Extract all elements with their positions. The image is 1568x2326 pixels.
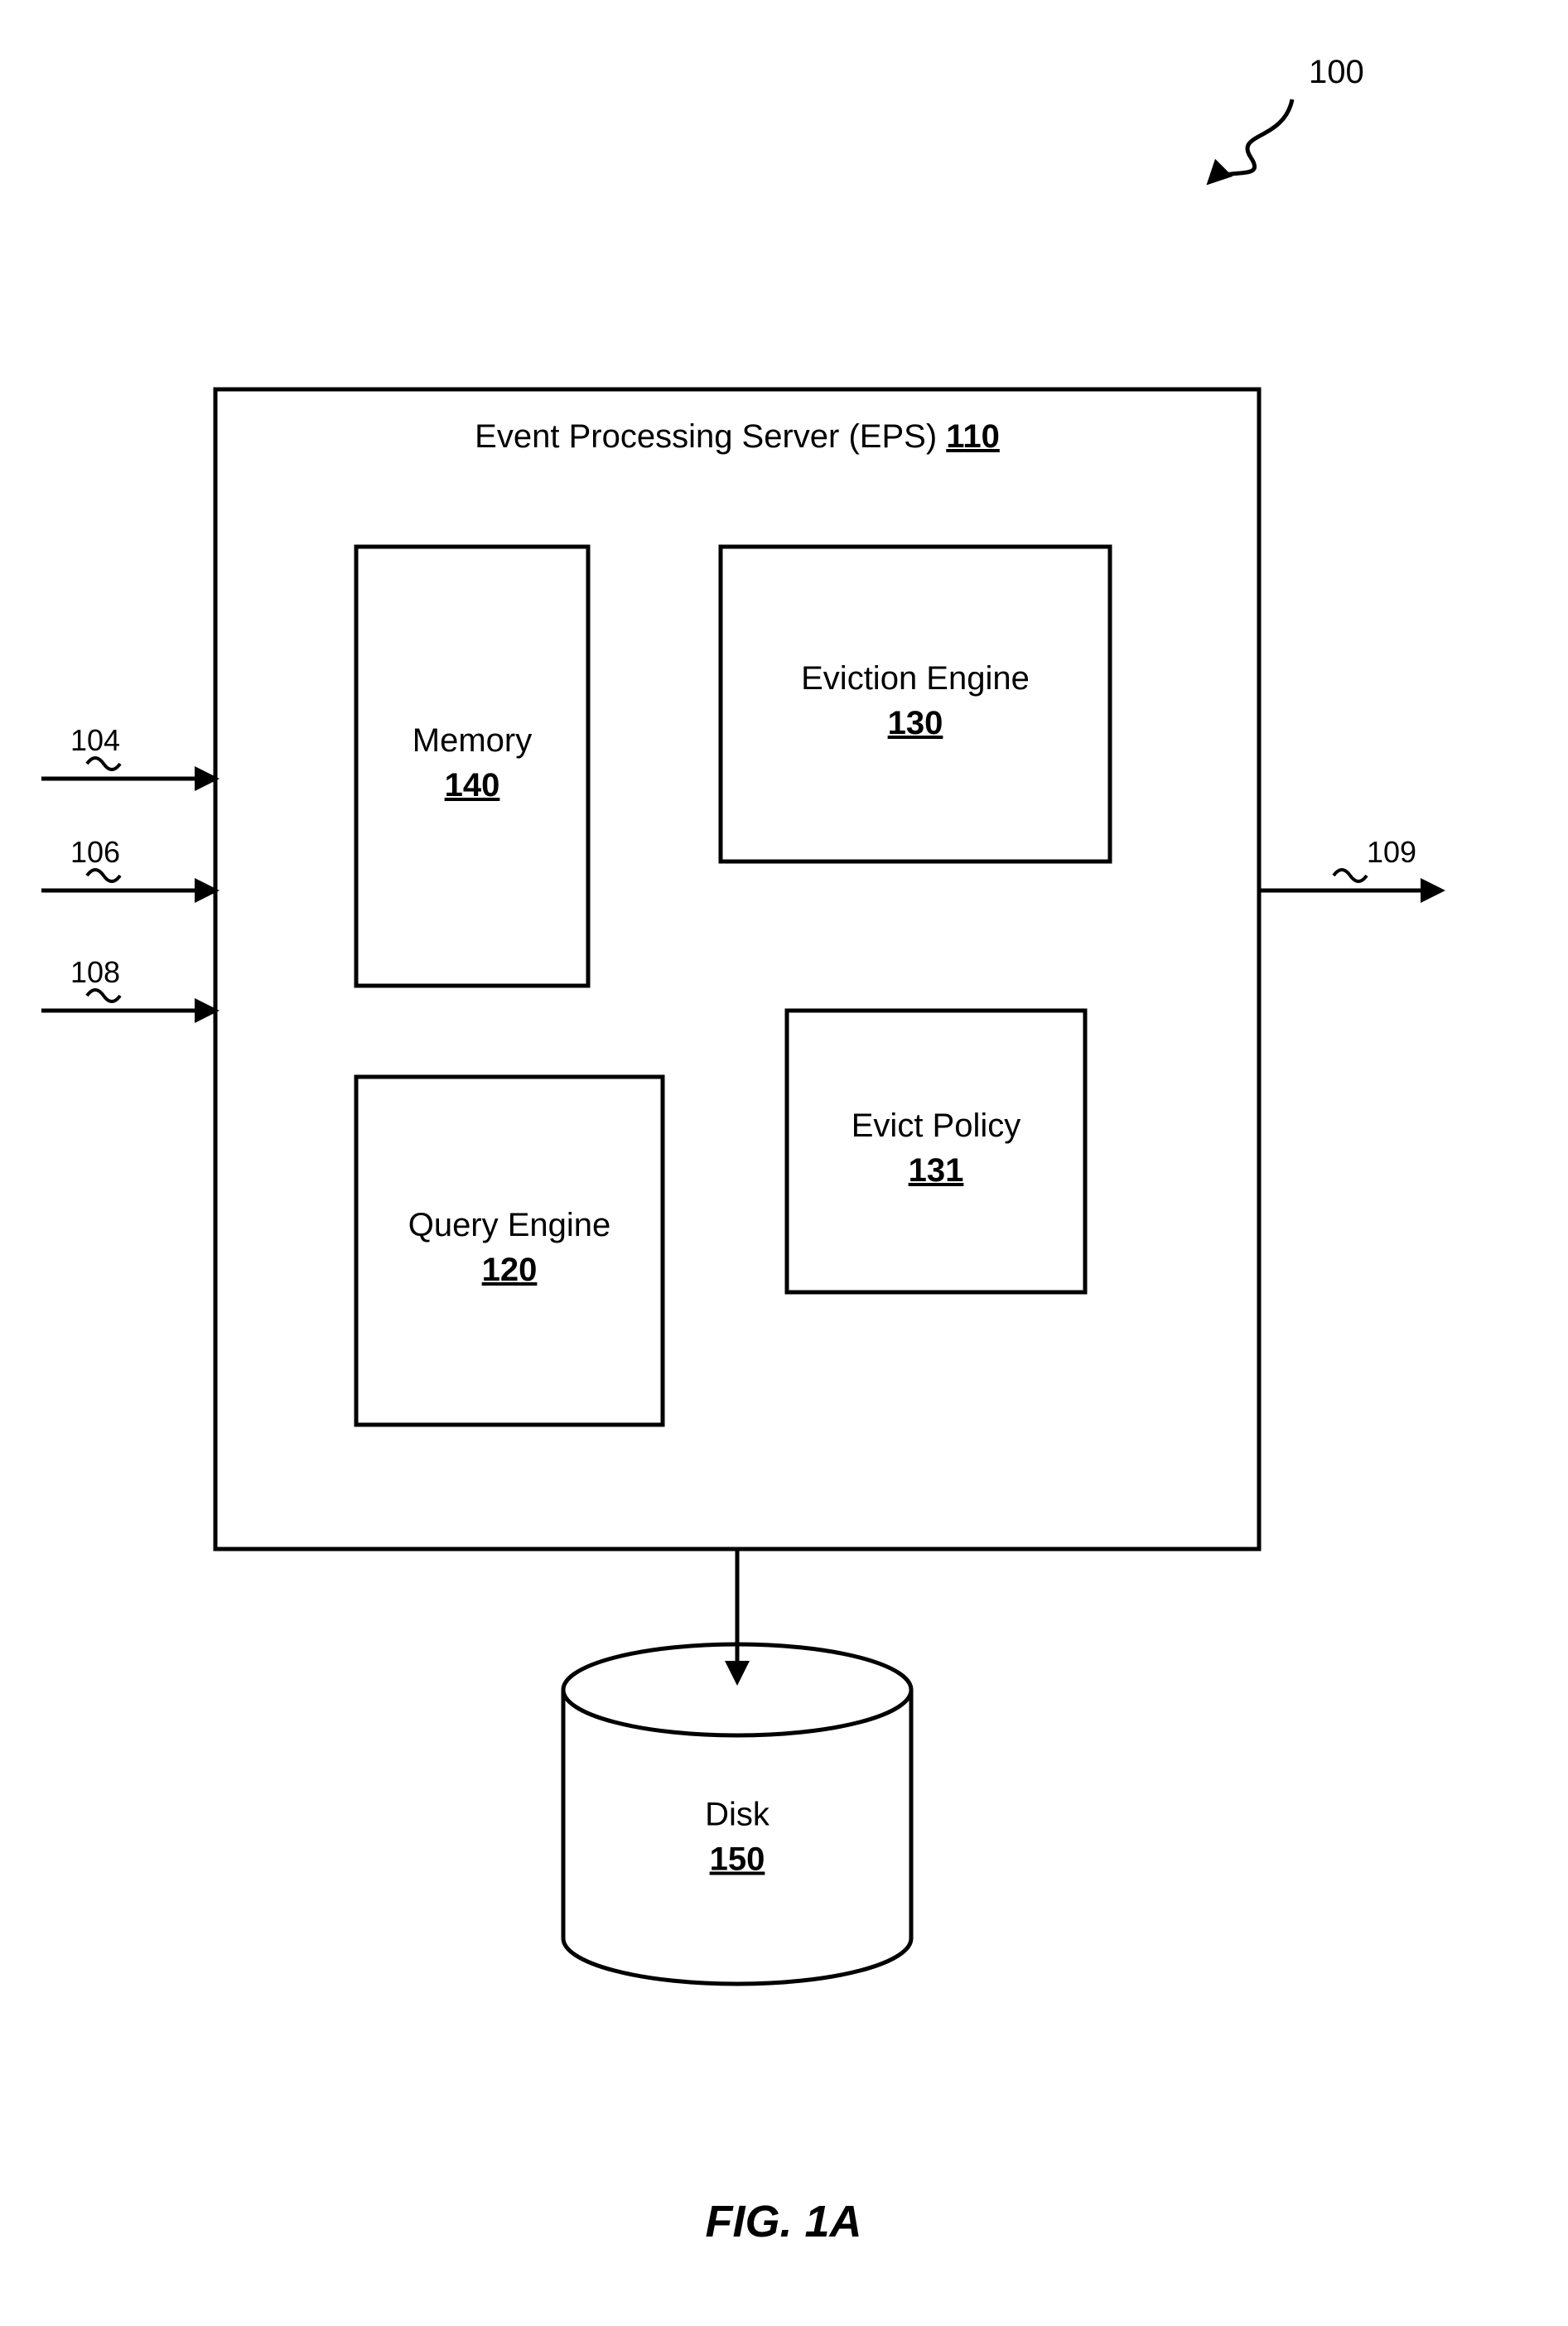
eps-container — [215, 389, 1259, 1549]
figure-caption: FIG. 1A — [705, 2197, 861, 2246]
evict_policy-ref: 131 — [909, 1152, 964, 1189]
input-arrow-squiggle-106 — [87, 870, 120, 881]
diagram-canvas: 100 Event Processing Server (EPS) 110 Memo… — [0, 0, 1568, 2326]
disk-label: Disk — [705, 1797, 770, 1833]
memory-box — [356, 547, 588, 986]
query_engine-box — [356, 1077, 663, 1425]
output-arrow-ref: 109 — [1367, 835, 1416, 869]
input-arrow-squiggle-104 — [87, 758, 120, 770]
evict_policy-label: Evict Policy — [852, 1108, 1021, 1144]
disk-ref: 150 — [710, 1841, 765, 1878]
eps-title: Event Processing Server (EPS) 110 — [475, 418, 1000, 455]
query_engine-ref: 120 — [482, 1252, 538, 1288]
input-arrow-squiggle-108 — [87, 990, 120, 1001]
query_engine-label: Query Engine — [408, 1207, 611, 1243]
input-arrow-ref-104: 104 — [70, 723, 120, 757]
figure-ref-arrow — [1209, 99, 1292, 182]
eviction_engine-ref: 130 — [888, 705, 943, 741]
input-arrow-ref-106: 106 — [70, 835, 120, 869]
svg-text:100: 100 — [1309, 54, 1364, 90]
eviction_engine-box — [721, 547, 1110, 861]
evict_policy-box — [787, 1011, 1085, 1292]
memory-ref: 140 — [445, 767, 500, 803]
output-arrow-squiggle — [1334, 870, 1367, 881]
eviction_engine-label: Eviction Engine — [801, 660, 1030, 697]
memory-label: Memory — [413, 722, 532, 759]
input-arrow-ref-108: 108 — [70, 955, 120, 989]
